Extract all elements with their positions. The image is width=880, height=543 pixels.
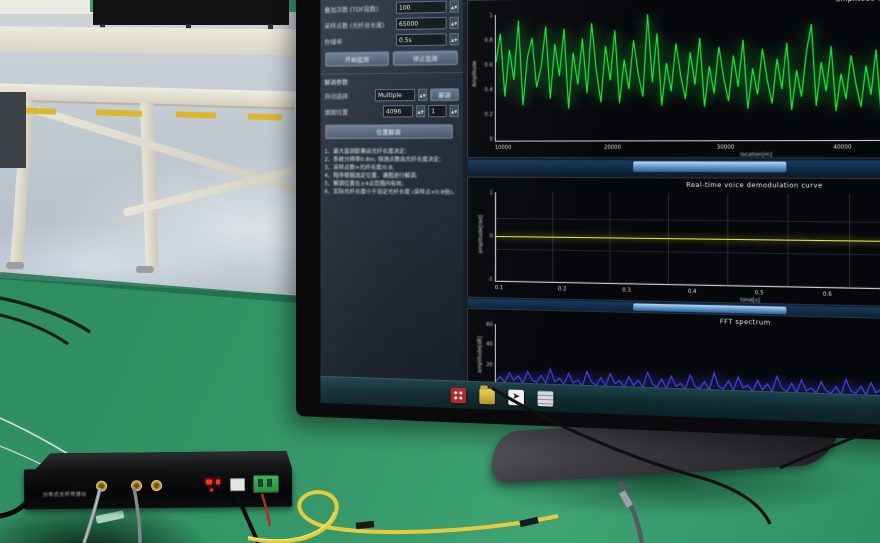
stepper[interactable]: ▲▼ (418, 88, 428, 102)
device-label: 分布式光纤传感仪 (42, 492, 87, 499)
labview-icon[interactable]: ➤ (508, 388, 524, 406)
stepper[interactable]: ▲▼ (416, 105, 426, 118)
mode-select[interactable]: Multiple (374, 88, 416, 102)
chart-title: Real-time voice demodulation curve (686, 181, 823, 190)
chart-title: FFT spectrum (719, 318, 771, 327)
screen: 脉冲宽度 (采样率) 16 ▲▼ 叠加次数 (TDF段数) 100 ▲▼ 采样点… (320, 0, 880, 429)
instruction-notes: 1、最大监测距离由光纤长度决定; 2、系统分辨率0.8m, 探测点数由光纤长度决… (320, 142, 462, 197)
voice-demodulation-chart: Real-time voice demodulation curve ampli… (467, 176, 880, 309)
param-label: 采样点数 (光纤总长度) (324, 21, 385, 30)
stepper[interactable]: ▲▼ (449, 33, 459, 46)
status-led (210, 488, 214, 492)
floor-marking (247, 113, 283, 121)
folder-icon[interactable] (479, 387, 495, 404)
x-axis-label: location[m] (740, 151, 773, 159)
table-foot (136, 266, 154, 273)
instrument-front-panel: 分布式光纤传感仪 (23, 466, 293, 510)
param-label: 自动选择 (324, 93, 349, 101)
note-line: 6、实际光纤长度小于设定光纤长度 (采样点×0.8倍)。 (324, 189, 458, 197)
param-label: 存储率 (324, 38, 343, 47)
y-axis-label: Amplitude (471, 61, 479, 88)
note-line: 1、最大监测距离由光纤长度决定; (324, 148, 407, 156)
settings-panel: 脉冲宽度 (采样率) 16 ▲▼ 叠加次数 (TDF段数) 100 ▲▼ 采样点… (320, 0, 464, 382)
chart-hscrollbar[interactable] (467, 159, 880, 176)
y-axis-ticks: 1 0.8 0.6 0.4 0.2 0 (484, 12, 493, 143)
table-foot (6, 262, 24, 269)
note-line: 2、系统分辨率0.8m, 探测点数由光纤长度决定; (324, 157, 441, 164)
far-tabletop (0, 26, 346, 56)
fiber-sensing-instrument: 分布式光纤传感仪 (24, 451, 293, 512)
start-monitor-button[interactable]: 开始监测 (325, 51, 389, 67)
stepper[interactable]: ▲▼ (449, 104, 459, 118)
demodulate-button[interactable]: 解调 (430, 88, 459, 101)
sma-connector (131, 480, 143, 492)
param-label: 叠加次数 (TDF段数) (324, 5, 379, 14)
left-edge-object (0, 92, 26, 168)
wall (0, 0, 95, 14)
sma-connector (151, 479, 163, 492)
stepper[interactable]: ▲▼ (449, 16, 459, 30)
stop-monitor-button[interactable]: 停止监测 (392, 50, 458, 66)
charts-area: amplitude data correlation curve Amplitu… (462, 0, 880, 422)
background-equipment (93, 0, 289, 25)
extract-field[interactable]: 1 (428, 104, 447, 118)
position-demod-button[interactable]: 位置解调 (325, 124, 453, 139)
monitor: 脉冲宽度 (采样率) 16 ▲▼ 叠加次数 (TDF段数) 100 ▲▼ 采样点… (296, 0, 880, 445)
demodulation-section: 解调参数 自动选择 Multiple ▲▼ 解调 谱图位置 4096 ▲▼ 1 … (320, 71, 463, 142)
scrollbar-thumb[interactable] (633, 161, 787, 173)
plot-area (494, 5, 880, 142)
status-led (215, 479, 220, 485)
chart-title: amplitude data correlation curve (836, 0, 880, 4)
stepper[interactable]: ▲▼ (449, 0, 459, 13)
param-field[interactable]: 0.5s (395, 33, 447, 47)
param-label: 谱图位置 (324, 109, 349, 117)
file-icon[interactable] (537, 389, 554, 407)
green-terminal-block (253, 474, 280, 494)
y-axis-ticks: 6040200 (486, 321, 493, 388)
white-connector (230, 478, 246, 492)
plot-area (494, 192, 880, 292)
param-field[interactable]: 100 (395, 0, 447, 14)
param-field[interactable]: 65000 (395, 16, 447, 31)
sma-connector (96, 480, 108, 492)
section-title: 解调参数 (324, 79, 349, 87)
red-app-icon[interactable] (450, 386, 466, 403)
position-field[interactable]: 4096 (382, 105, 414, 118)
status-led (206, 479, 213, 485)
y-axis-ticks: 1 0 -1 (487, 190, 493, 283)
x-axis-ticks: 1000020000300004000050000 (494, 144, 852, 151)
amplitude-correlation-chart: amplitude data correlation curve Amplitu… (467, 0, 880, 159)
